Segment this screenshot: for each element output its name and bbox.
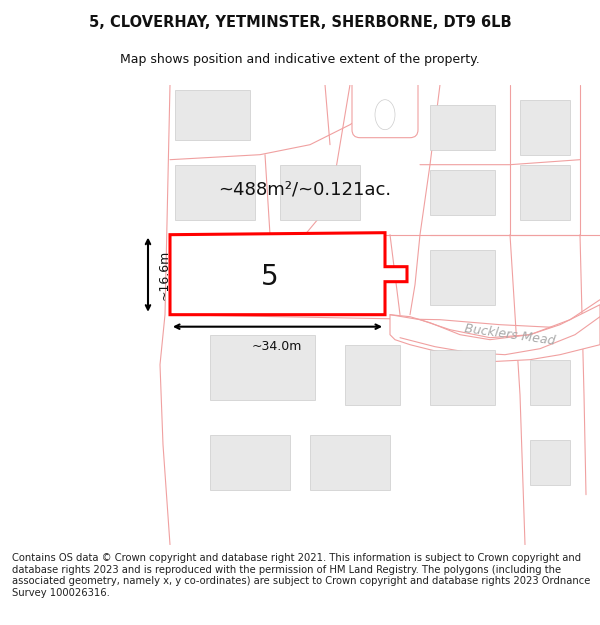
Bar	[520, 164, 570, 219]
Text: 5: 5	[261, 262, 279, 291]
Bar	[530, 359, 570, 405]
Bar	[175, 89, 250, 139]
Bar	[175, 164, 255, 219]
Bar	[430, 249, 495, 304]
Bar	[280, 164, 360, 219]
Bar	[345, 345, 400, 405]
Polygon shape	[170, 232, 407, 315]
Text: ~488m²/~0.121ac.: ~488m²/~0.121ac.	[218, 181, 392, 199]
Bar	[210, 239, 355, 304]
Text: ~16.6m: ~16.6m	[158, 249, 171, 300]
Text: ~34.0m: ~34.0m	[252, 340, 302, 352]
Text: 5, CLOVERHAY, YETMINSTER, SHERBORNE, DT9 6LB: 5, CLOVERHAY, YETMINSTER, SHERBORNE, DT9…	[89, 16, 511, 31]
Text: Bucklers Mead: Bucklers Mead	[464, 322, 556, 348]
Bar	[310, 435, 390, 490]
Bar	[430, 350, 495, 405]
Bar	[430, 104, 495, 149]
Bar	[520, 99, 570, 154]
Bar	[530, 440, 570, 485]
Polygon shape	[390, 304, 600, 362]
FancyBboxPatch shape	[352, 77, 418, 138]
Bar	[430, 169, 495, 214]
Bar	[210, 335, 315, 400]
Text: Map shows position and indicative extent of the property.: Map shows position and indicative extent…	[120, 53, 480, 66]
Bar	[210, 435, 290, 490]
Ellipse shape	[375, 99, 395, 129]
Text: Contains OS data © Crown copyright and database right 2021. This information is : Contains OS data © Crown copyright and d…	[12, 553, 590, 598]
